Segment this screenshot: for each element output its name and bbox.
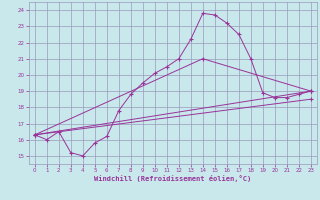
X-axis label: Windchill (Refroidissement éolien,°C): Windchill (Refroidissement éolien,°C) (94, 175, 252, 182)
